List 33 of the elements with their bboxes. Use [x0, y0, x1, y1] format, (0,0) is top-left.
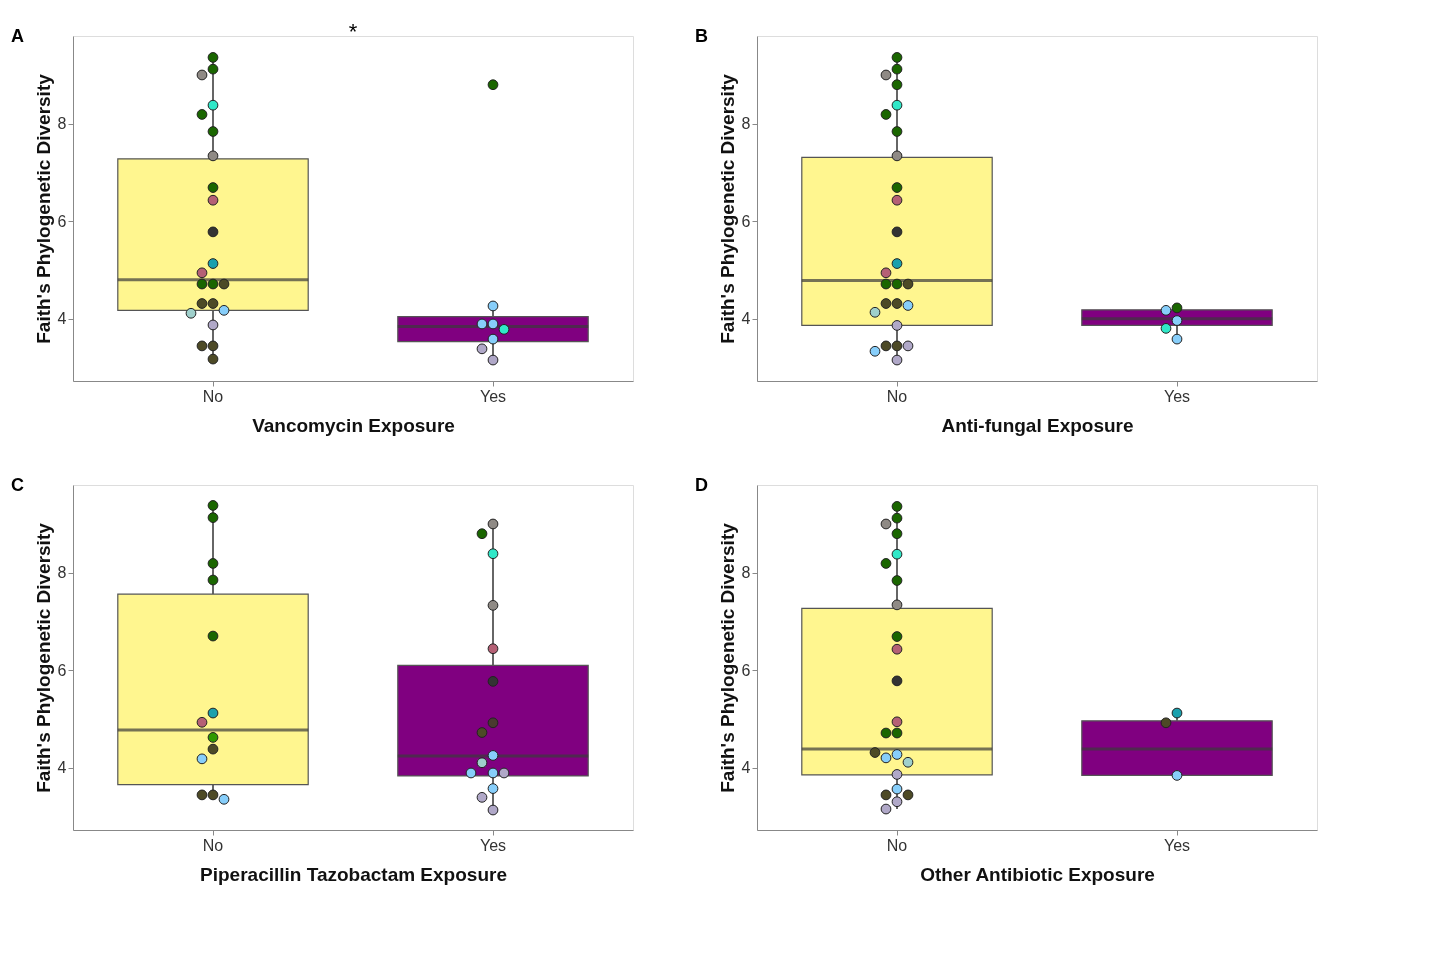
- y-tick-label: 8: [57, 115, 67, 133]
- y-tick-label: 6: [741, 661, 751, 679]
- y-tick-label: 6: [741, 212, 751, 230]
- x-tick-label: Yes: [1163, 387, 1191, 405]
- y-axis-title: Faith's Phylogenetic Diversity: [32, 73, 54, 344]
- y-tick-label: 4: [741, 310, 751, 328]
- text: C: [11, 475, 24, 495]
- y-tick-label: 4: [741, 759, 751, 777]
- y-axis-title: Faith's Phylogenetic Diversity: [716, 73, 738, 344]
- y-axis-title: Faith's Phylogenetic Diversity: [32, 522, 54, 793]
- x-tick-label: No: [886, 836, 908, 854]
- x-tick-label: Yes: [479, 836, 507, 854]
- y-tick-label: 4: [57, 759, 67, 777]
- y-axis-title: Faith's Phylogenetic Diversity: [716, 522, 738, 793]
- x-axis-title: Vancomycin Exposure: [252, 414, 455, 436]
- text: D: [695, 475, 708, 495]
- y-tick-label: 6: [57, 661, 67, 679]
- x-tick-label: No: [202, 836, 224, 854]
- x-tick-label: Yes: [479, 387, 507, 405]
- x-tick-label: No: [202, 387, 224, 405]
- x-axis-title: Piperacillin Tazobactam Exposure: [200, 863, 507, 885]
- annotation: *: [348, 19, 358, 44]
- y-tick-label: 8: [57, 564, 67, 582]
- text: B: [695, 26, 708, 46]
- y-tick-label: 8: [741, 564, 751, 582]
- y-tick-label: 4: [57, 310, 67, 328]
- x-tick-label: Yes: [1163, 836, 1191, 854]
- text: A: [11, 26, 24, 46]
- x-axis-title: Anti-fungal Exposure: [941, 414, 1134, 436]
- y-tick-label: 8: [741, 115, 751, 133]
- y-tick-label: 6: [57, 212, 67, 230]
- x-tick-label: No: [886, 387, 908, 405]
- x-axis-title: Other Antibiotic Exposure: [920, 863, 1155, 885]
